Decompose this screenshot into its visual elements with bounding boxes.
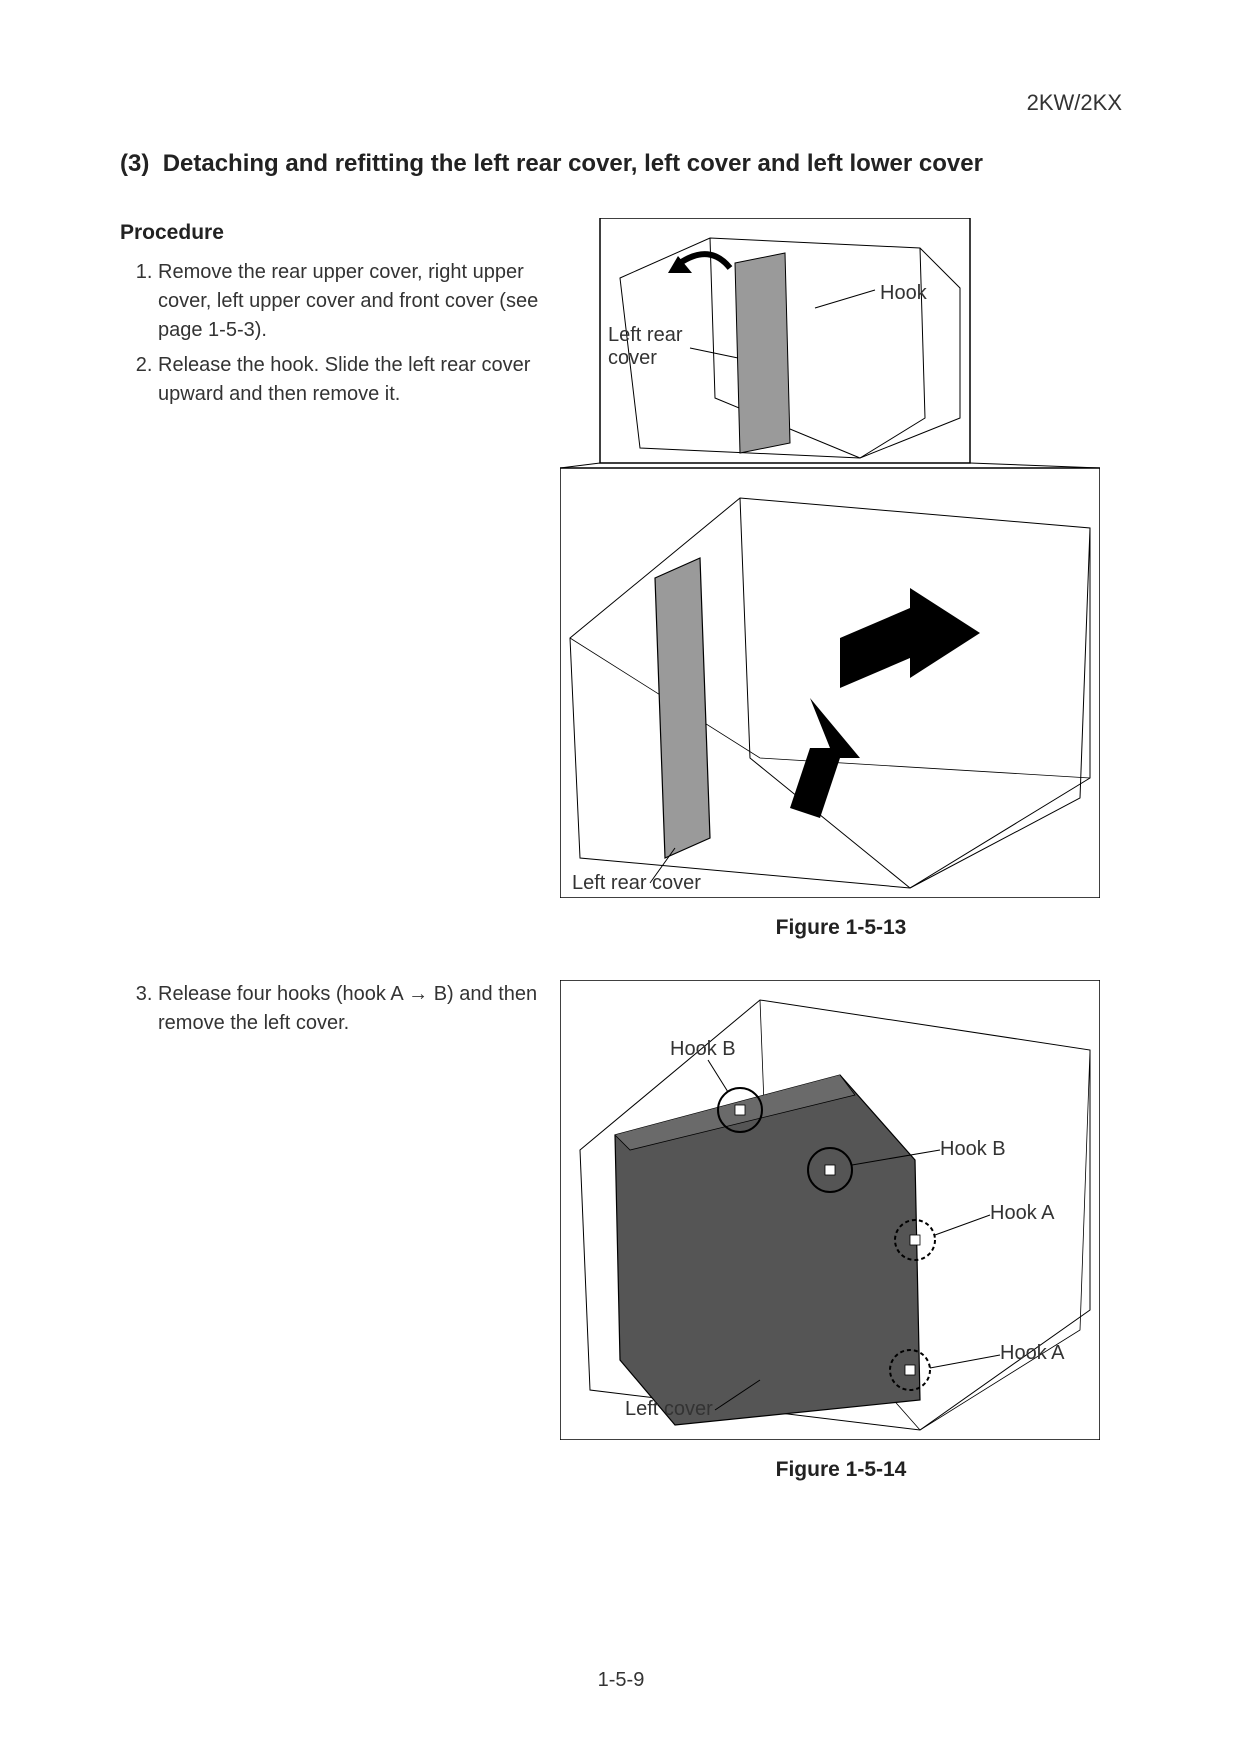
figure-1-caption: Figure 1-5-13	[560, 916, 1122, 940]
label-left-cover: Left cover	[625, 1398, 713, 1421]
procedure-heading: Procedure	[120, 218, 560, 248]
procedure-list: Remove the rear upper cover, right upper…	[120, 258, 560, 409]
block-1: Procedure Remove the rear upper cover, r…	[120, 218, 1122, 940]
label-hook-a-2: Hook A	[1000, 1342, 1064, 1365]
procedure-list-2: Release four hooks (hook A → B) and then…	[120, 980, 560, 1038]
label-hook-b-2: Hook B	[940, 1138, 1006, 1161]
figure-2: Hook B Hook B Hook A Hook A Left cover	[560, 980, 1100, 1440]
page: 2KW/2KX (3) Detaching and refitting the …	[0, 0, 1242, 1752]
label-left-rear-cover-top: Left rear cover	[608, 324, 682, 370]
header-code: 2KW/2KX	[1027, 90, 1122, 116]
figure-1-container: Hook Left rear cover Left rear cover Fig…	[560, 218, 1122, 940]
text-column-1: Procedure Remove the rear upper cover, r…	[120, 218, 560, 415]
figure-2-caption: Figure 1-5-14	[560, 1458, 1122, 1482]
figure-1-svg	[560, 218, 1100, 898]
text-column-2: Release four hooks (hook A → B) and then…	[120, 980, 560, 1044]
section-number: (3)	[120, 150, 149, 177]
label-hook-b-1: Hook B	[670, 1038, 736, 1061]
page-number: 1-5-9	[598, 1669, 645, 1692]
step-1: Remove the rear upper cover, right upper…	[158, 258, 560, 345]
label-hook-a-1: Hook A	[990, 1202, 1054, 1225]
section-title-text: Detaching and refitting the left rear co…	[163, 150, 983, 177]
figure-1: Hook Left rear cover Left rear cover	[560, 218, 1100, 898]
block-2: Release four hooks (hook A → B) and then…	[120, 980, 1122, 1482]
label-left-rear-cover-bottom: Left rear cover	[572, 872, 701, 895]
step-3: Release four hooks (hook A → B) and then…	[158, 980, 560, 1038]
section-title: (3) Detaching and refitting the left rea…	[120, 150, 1122, 178]
label-hook: Hook	[880, 282, 927, 305]
figure-2-container: Hook B Hook B Hook A Hook A Left cover F…	[560, 980, 1122, 1482]
step-2: Release the hook. Slide the left rear co…	[158, 351, 560, 409]
